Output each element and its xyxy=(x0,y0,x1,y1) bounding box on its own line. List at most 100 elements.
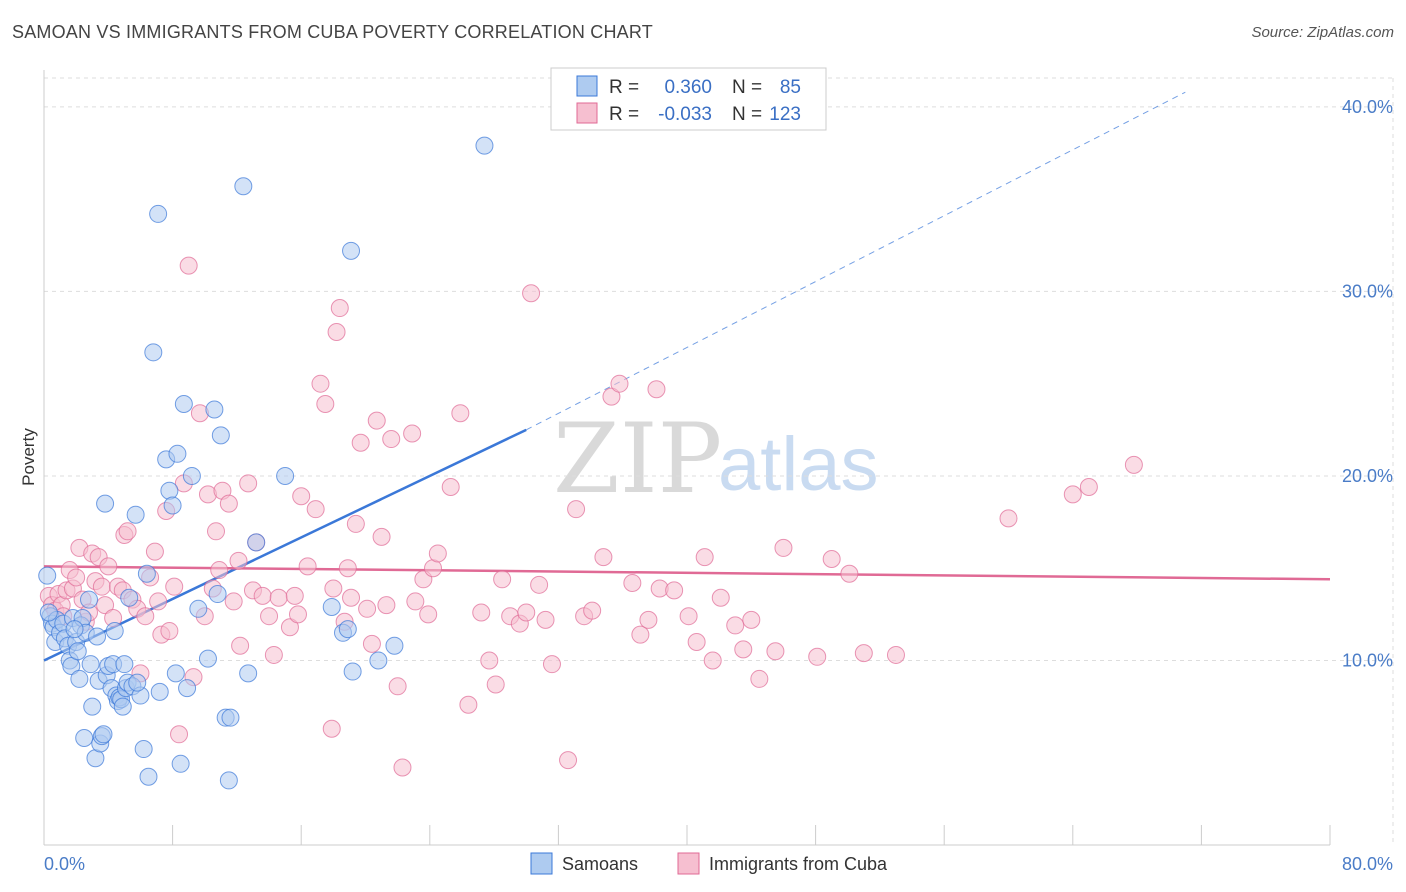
cuba-point xyxy=(388,677,407,696)
cuba-point xyxy=(149,592,168,611)
samoan-point xyxy=(120,588,139,607)
samoan-point xyxy=(144,343,163,362)
cuba-point xyxy=(160,621,179,640)
cuba-point xyxy=(542,655,561,674)
cuba-point xyxy=(774,538,793,557)
cuba-point xyxy=(602,387,621,406)
cuba-point xyxy=(311,374,330,393)
cuba-point xyxy=(594,548,613,567)
watermark-atlas: atlas xyxy=(718,422,879,507)
cuba-point xyxy=(711,588,730,607)
samoan-point xyxy=(342,241,361,260)
cuba-point xyxy=(428,544,447,563)
x-tick-label-max: 80.0% xyxy=(1342,854,1393,874)
cuba-point xyxy=(639,610,658,629)
cuba-point xyxy=(679,607,698,626)
samoan-point xyxy=(178,679,197,698)
samoan-point xyxy=(160,481,179,500)
cuba-point xyxy=(493,570,512,589)
cuba-point xyxy=(118,522,137,541)
cuba-point xyxy=(886,645,905,664)
legend-r-value-1: 0.360 xyxy=(664,77,712,98)
cuba-point xyxy=(750,669,769,688)
cuba-point xyxy=(631,625,650,644)
y-tick-label: 30.0% xyxy=(1342,281,1393,301)
chart-title: SAMOAN VS IMMIGRANTS FROM CUBA POVERTY C… xyxy=(12,22,653,42)
cuba-point xyxy=(165,577,184,596)
cuba-point xyxy=(451,404,470,423)
cuba-point xyxy=(1124,455,1143,474)
cuba-point xyxy=(530,575,549,594)
cuba-point xyxy=(406,592,425,611)
cuba-point xyxy=(822,549,841,568)
cuba-point xyxy=(239,474,258,493)
cuba-point xyxy=(219,494,238,513)
cuba-point xyxy=(229,551,248,570)
cuba-point xyxy=(285,586,304,605)
cuba-point xyxy=(808,647,827,666)
legend-r-label-2: R = xyxy=(609,104,639,125)
samoan-point xyxy=(219,771,238,790)
cuba-point xyxy=(623,573,642,592)
cuba-point xyxy=(734,640,753,659)
samoan-point xyxy=(134,740,153,759)
samoan-point xyxy=(39,603,58,622)
cuba-point xyxy=(536,610,555,629)
cuba-point xyxy=(316,394,335,413)
samoan-point xyxy=(105,621,124,640)
cuba-trend-line xyxy=(43,565,1331,581)
bottom-legend-swatch-cuba xyxy=(677,852,700,875)
legend-n-label-1: N = xyxy=(732,77,762,98)
cuba-point xyxy=(253,586,272,605)
y-axis-title: Poverty xyxy=(19,428,38,486)
cuba-point xyxy=(224,592,243,611)
cuba-point xyxy=(517,603,536,622)
cuba-point xyxy=(687,633,706,652)
cuba-point xyxy=(726,616,745,635)
cuba-point xyxy=(322,719,341,738)
legend-swatch-cuba xyxy=(576,102,598,124)
samoan-point xyxy=(75,728,94,747)
cuba-point xyxy=(372,527,391,546)
samoan-point xyxy=(68,642,87,661)
cuba-point xyxy=(99,557,118,576)
legend-n-value-2: 123 xyxy=(769,104,801,125)
cuba-point xyxy=(610,374,629,393)
samoan-point xyxy=(65,620,84,639)
cuba-point xyxy=(136,607,155,626)
watermark-zip: ZIP xyxy=(553,403,722,515)
cuba-point xyxy=(840,564,859,583)
samoan-point xyxy=(211,426,230,445)
cuba-point xyxy=(324,579,343,598)
samoan-point xyxy=(150,682,169,701)
samoan-point xyxy=(205,400,224,419)
cuba-point xyxy=(210,561,229,580)
cuba-point xyxy=(306,500,325,519)
cuba-point xyxy=(472,603,491,622)
samoan-point xyxy=(126,505,145,524)
cuba-point xyxy=(362,634,381,653)
y-tick-label: 20.0% xyxy=(1342,466,1393,486)
samoan-point xyxy=(38,566,57,585)
cuba-point xyxy=(459,695,478,714)
samoan-point xyxy=(182,466,201,485)
cuba-point xyxy=(766,642,785,661)
cuba-point xyxy=(207,522,226,541)
cuba-point xyxy=(351,433,370,452)
cuba-point xyxy=(1063,485,1082,504)
cuba-point xyxy=(393,758,412,777)
cuba-point xyxy=(403,424,422,443)
cuba-point xyxy=(260,607,279,626)
samoan-point xyxy=(174,394,193,413)
samoan-point xyxy=(198,649,217,668)
legend-r-label-1: R = xyxy=(609,77,639,98)
y-tick-label: 40.0% xyxy=(1342,97,1393,117)
cuba-point xyxy=(854,644,873,663)
samoan-point xyxy=(171,754,190,773)
bottom-legend-label-cuba: Immigrants from Cuba xyxy=(709,854,888,874)
series-legend: Samoans Immigrants from Cuba xyxy=(530,852,888,875)
cuba-point xyxy=(695,548,714,567)
samoan-point xyxy=(83,697,102,716)
cuba-point xyxy=(338,559,357,578)
samoan-point xyxy=(385,636,404,655)
